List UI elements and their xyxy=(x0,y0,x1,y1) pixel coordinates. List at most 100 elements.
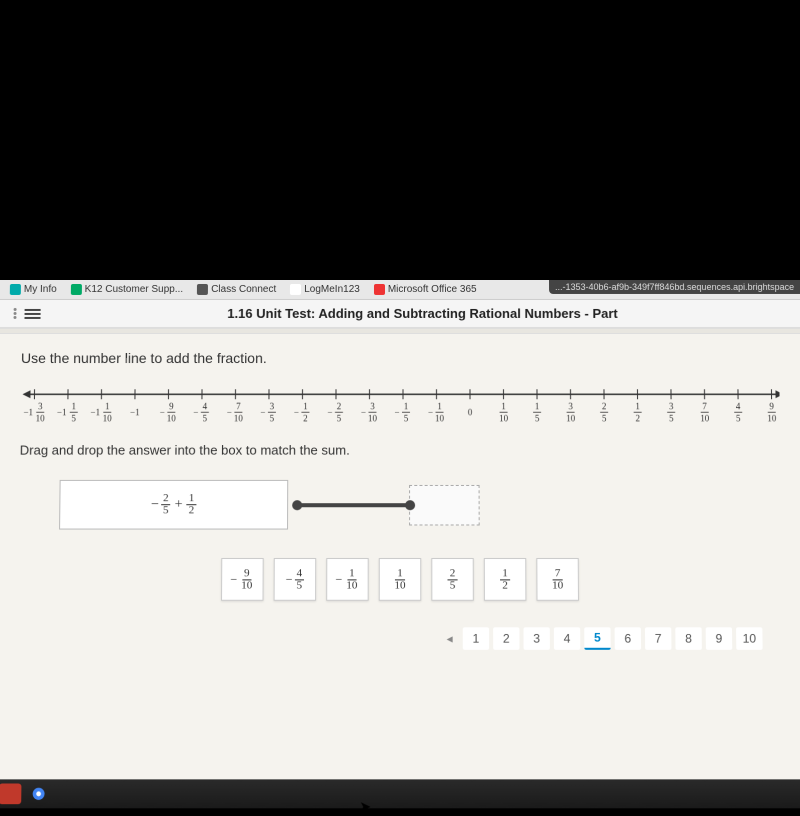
svg-text:4: 4 xyxy=(736,401,741,411)
screen: ...-1353-40b6-af9b-349f7ff846bd.sequence… xyxy=(0,280,800,808)
svg-text:7: 7 xyxy=(236,401,241,411)
svg-text:9: 9 xyxy=(769,401,774,411)
answer-option[interactable]: 12 xyxy=(484,558,527,601)
svg-text:10: 10 xyxy=(234,413,244,423)
svg-text:10: 10 xyxy=(499,413,509,423)
svg-text:2: 2 xyxy=(635,413,640,423)
page-button[interactable]: 6 xyxy=(615,627,642,650)
connector-line xyxy=(296,503,411,507)
chrome-icon[interactable] xyxy=(27,784,50,805)
answer-options: −910−45−1101102512710 xyxy=(18,558,782,601)
answer-option[interactable]: 25 xyxy=(431,558,474,601)
svg-text:3: 3 xyxy=(38,401,43,411)
number-line[interactable]: −1310−115−1110−1−910−45−710−35−12−25−310… xyxy=(20,382,780,432)
svg-text:9: 9 xyxy=(169,401,174,411)
svg-text:10: 10 xyxy=(167,413,177,423)
svg-text:3: 3 xyxy=(568,401,573,411)
svg-text:4: 4 xyxy=(203,401,208,411)
svg-text:10: 10 xyxy=(767,413,777,423)
svg-text:3: 3 xyxy=(270,401,275,411)
page-button[interactable]: 5 xyxy=(584,627,610,650)
bookmark-item[interactable]: K12 Customer Supp... xyxy=(71,284,184,295)
expression-box: −25 + 12 xyxy=(59,480,288,530)
cursor-icon: ➤ xyxy=(359,798,371,816)
svg-text:−: − xyxy=(294,407,299,417)
page-prev-icon[interactable]: ◂ xyxy=(440,631,458,645)
svg-text:−: − xyxy=(327,407,332,417)
svg-text:1: 1 xyxy=(404,401,408,411)
page-button[interactable]: 7 xyxy=(645,627,672,650)
svg-text:5: 5 xyxy=(337,413,342,423)
page-button[interactable]: 9 xyxy=(706,627,733,650)
svg-text:−: − xyxy=(394,407,399,417)
page-button[interactable]: 4 xyxy=(554,627,580,650)
svg-text:7: 7 xyxy=(702,401,707,411)
answer-option[interactable]: 710 xyxy=(536,558,579,601)
page-button[interactable]: 3 xyxy=(523,627,549,650)
page-button[interactable]: 1 xyxy=(463,627,489,650)
svg-text:−: − xyxy=(227,407,232,417)
svg-text:−: − xyxy=(361,407,366,417)
svg-text:5: 5 xyxy=(203,413,208,423)
svg-text:5: 5 xyxy=(736,413,741,423)
svg-text:−1: −1 xyxy=(130,407,140,417)
bookmark-item[interactable]: Microsoft Office 365 xyxy=(374,284,477,295)
svg-text:10: 10 xyxy=(36,413,46,423)
drag-drop-area: −25 + 12 xyxy=(18,472,781,552)
svg-text:5: 5 xyxy=(270,413,275,423)
taskbar xyxy=(0,779,800,808)
answer-option[interactable]: −910 xyxy=(221,558,264,601)
svg-text:2: 2 xyxy=(303,413,308,423)
svg-text:5: 5 xyxy=(404,413,409,423)
svg-text:5: 5 xyxy=(669,413,674,423)
svg-text:10: 10 xyxy=(566,413,576,423)
svg-text:−1: −1 xyxy=(57,407,67,417)
svg-text:−: − xyxy=(193,407,198,417)
svg-text:5: 5 xyxy=(602,413,607,423)
svg-text:1: 1 xyxy=(535,401,540,411)
answer-drop-slot[interactable] xyxy=(409,484,480,525)
question-content: Use the number line to add the fraction.… xyxy=(0,334,800,672)
svg-text:1: 1 xyxy=(303,401,308,411)
svg-text:3: 3 xyxy=(370,401,375,411)
svg-text:2: 2 xyxy=(337,401,342,411)
sub-instruction-text: Drag and drop the answer into the box to… xyxy=(20,443,781,458)
svg-text:−1: −1 xyxy=(23,407,33,417)
svg-text:2: 2 xyxy=(602,401,607,411)
pagination: ◂ 12345678910 xyxy=(17,621,783,656)
svg-text:10: 10 xyxy=(103,413,113,423)
page-button[interactable]: 10 xyxy=(736,627,763,650)
url-fragment: ...-1353-40b6-af9b-349f7ff846bd.sequence… xyxy=(549,280,800,294)
svg-text:−: − xyxy=(160,407,165,417)
svg-text:0: 0 xyxy=(468,407,473,417)
svg-text:10: 10 xyxy=(435,413,445,423)
drop-target-area xyxy=(298,484,480,525)
answer-option[interactable]: −45 xyxy=(274,558,317,601)
svg-text:1: 1 xyxy=(501,401,506,411)
kebab-menu-icon[interactable] xyxy=(13,308,16,319)
svg-text:1: 1 xyxy=(72,401,77,411)
svg-text:1: 1 xyxy=(635,401,640,411)
svg-text:10: 10 xyxy=(368,413,378,423)
bookmark-item[interactable]: LogMeIn123 xyxy=(290,284,360,295)
svg-text:10: 10 xyxy=(700,413,710,423)
svg-text:−1: −1 xyxy=(90,407,100,417)
svg-text:−: − xyxy=(428,407,433,417)
hamburger-menu-icon[interactable] xyxy=(24,308,40,318)
page-button[interactable]: 2 xyxy=(493,627,519,650)
page-button[interactable]: 8 xyxy=(675,627,702,650)
svg-text:1: 1 xyxy=(437,401,442,411)
svg-text:−: − xyxy=(260,407,265,417)
instruction-text: Use the number line to add the fraction. xyxy=(21,350,779,366)
page-title: 1.16 Unit Test: Adding and Subtracting R… xyxy=(59,306,787,321)
svg-text:5: 5 xyxy=(71,413,76,423)
bookmark-item[interactable]: My Info xyxy=(10,284,57,295)
start-button[interactable] xyxy=(0,784,21,805)
answer-option[interactable]: −110 xyxy=(326,558,369,601)
answer-option[interactable]: 110 xyxy=(379,558,421,601)
page-header: 1.16 Unit Test: Adding and Subtracting R… xyxy=(0,300,800,328)
svg-text:3: 3 xyxy=(669,401,674,411)
svg-text:1: 1 xyxy=(105,401,110,411)
bookmark-item[interactable]: Class Connect xyxy=(197,284,276,295)
svg-text:5: 5 xyxy=(535,413,540,423)
